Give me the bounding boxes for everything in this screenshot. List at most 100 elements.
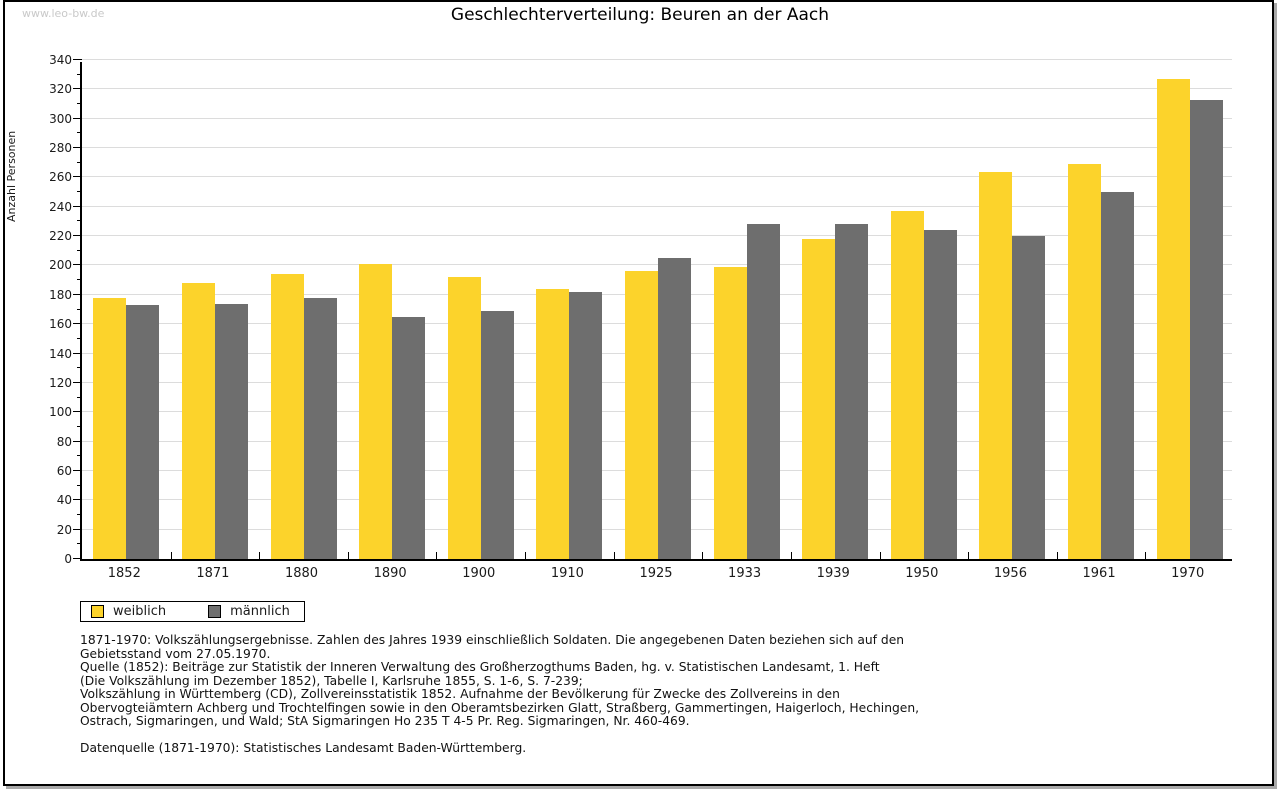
chart-title: Geschlechterverteilung: Beuren an der Aa…: [450, 5, 830, 25]
y-tick-140: [73, 352, 82, 354]
datasource-note: Datenquelle (1871-1970): Statistisches L…: [80, 741, 527, 755]
bar-weiblich-1970: [1156, 79, 1190, 559]
y-tick-label-120: 120: [49, 375, 72, 390]
bar-weiblich-1925: [625, 271, 658, 559]
y-minor-tick-50: [77, 484, 82, 486]
x-label-1890: 1890: [373, 566, 407, 581]
y-tick-label-180: 180: [49, 287, 72, 302]
x-tick-10: [968, 552, 970, 559]
y-minor-tick-290: [77, 132, 82, 134]
footnote-line-3: Quelle (1852): Beiträge zur Statistik de…: [80, 660, 880, 674]
bar-männlich-1871: [214, 303, 248, 559]
bar-weiblich-1950: [890, 211, 924, 559]
x-tick-5: [525, 552, 527, 559]
y-tick-80: [73, 440, 82, 442]
bar-weiblich-1871: [181, 283, 215, 559]
y-minor-tick-310: [77, 103, 82, 105]
footnote-line-6: Obervogteiämtern Achberg und Trochtelfin…: [80, 700, 920, 715]
bar-männlich-1890: [392, 316, 426, 559]
x-label-1961: 1961: [1082, 566, 1116, 581]
y-tick-160: [73, 323, 82, 325]
y-tick-label-20: 20: [56, 522, 72, 537]
y-minor-tick-10: [77, 543, 82, 545]
y-tick-label-240: 240: [49, 199, 72, 214]
legend-swatch-männlich: [208, 605, 222, 618]
y-minor-tick-270: [77, 161, 82, 163]
y-minor-tick-150: [77, 337, 82, 339]
bar-männlich-1933: [746, 224, 780, 559]
bar-männlich-1852: [126, 305, 160, 559]
y-tick-label-40: 40: [56, 493, 72, 508]
bar-männlich-1880: [303, 297, 337, 559]
x-label-1852: 1852: [107, 566, 141, 581]
x-label-1925: 1925: [639, 566, 673, 581]
gridline-260: [82, 176, 1232, 178]
y-axis-label: Anzahl Personen: [5, 130, 18, 222]
footnote-line-5: Volkszählung in Württemberg (CD), Zollve…: [80, 687, 840, 701]
x-tick-2: [259, 552, 261, 559]
y-tick-label-200: 200: [49, 258, 72, 273]
y-minor-tick-210: [77, 249, 82, 251]
y-tick-label-160: 160: [49, 317, 72, 332]
x-tick-3: [347, 552, 349, 559]
bar-weiblich-1961: [1068, 164, 1102, 559]
y-minor-tick-90: [77, 425, 82, 427]
y-tick-label-100: 100: [49, 405, 72, 420]
y-tick-label-320: 320: [49, 82, 72, 97]
x-label-1900: 1900: [462, 566, 496, 581]
y-tick-label-0: 0: [64, 552, 72, 566]
footnote-line-2: Gebietsstand vom 27.05.1970.: [80, 646, 271, 661]
x-label-1933: 1933: [728, 566, 762, 581]
x-tick-11: [1056, 552, 1058, 559]
y-tick-label-300: 300: [49, 111, 72, 126]
y-minor-tick-330: [77, 73, 82, 75]
gridline-320: [82, 88, 1232, 90]
x-tick-7: [702, 552, 704, 559]
y-minor-tick-190: [77, 279, 82, 281]
y-tick-label-60: 60: [56, 463, 72, 478]
y-tick-100: [73, 411, 82, 413]
y-tick-320: [73, 88, 82, 90]
gridline-220: [82, 235, 1232, 237]
x-label-1871: 1871: [196, 566, 230, 581]
bar-weiblich-1890: [359, 264, 393, 559]
y-minor-tick-170: [77, 308, 82, 310]
y-minor-tick-70: [77, 455, 82, 457]
y-tick-220: [73, 235, 82, 237]
footnote-line-1: 1871-1970: Volkszählungsergebnisse. Zahl…: [80, 633, 905, 647]
y-tick-60: [73, 469, 82, 471]
y-minor-tick-250: [77, 191, 82, 193]
y-minor-tick-130: [77, 367, 82, 369]
bar-weiblich-1910: [536, 288, 570, 559]
y-tick-label-260: 260: [49, 170, 72, 185]
bar-weiblich-1933: [713, 266, 747, 559]
x-tick-12: [1145, 552, 1147, 559]
y-tick-280: [73, 147, 82, 149]
x-label-1970: 1970: [1171, 566, 1205, 581]
x-tick-1: [170, 552, 172, 559]
footnote-line-7: Ostrach, Sigmaringen, und Wald; StA Sigm…: [80, 714, 690, 728]
footnotes: 1871-1970: Volkszählungsergebnisse. Zahl…: [80, 633, 920, 729]
gridline-340: [82, 59, 1232, 60]
bar-weiblich-1880: [270, 274, 304, 559]
bar-männlich-1900: [480, 310, 514, 559]
y-tick-20: [73, 528, 82, 530]
bar-männlich-1925: [658, 258, 691, 559]
x-label-1950: 1950: [905, 566, 939, 581]
y-tick-label-340: 340: [49, 53, 72, 67]
y-tick-label-280: 280: [49, 141, 72, 156]
bar-weiblich-1852: [93, 297, 127, 559]
y-tick-120: [73, 381, 82, 383]
y-tick-0: [73, 558, 82, 559]
y-minor-tick-30: [77, 513, 82, 515]
bar-männlich-1961: [1101, 192, 1135, 559]
y-tick-180: [73, 293, 82, 295]
gridline-240: [82, 205, 1232, 207]
legend-label-weiblich: weiblich: [113, 604, 167, 619]
gridline-200: [82, 264, 1232, 266]
watermark: www.leo-bw.de: [22, 7, 105, 20]
bar-weiblich-1956: [979, 171, 1013, 559]
y-tick-340: [73, 59, 82, 60]
x-label-1880: 1880: [284, 566, 319, 581]
y-tick-label-140: 140: [49, 346, 72, 361]
